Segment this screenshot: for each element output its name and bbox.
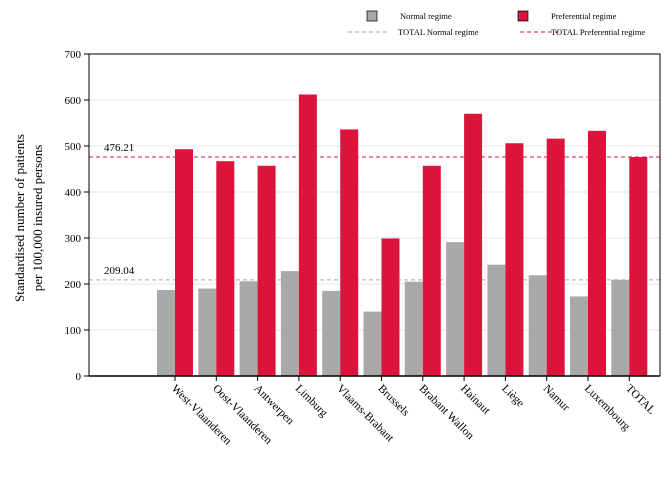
y-axis-label-line2: per 100,000 insured persons bbox=[30, 145, 45, 292]
bar-normal-regime bbox=[280, 271, 299, 376]
bar-preferential-regime bbox=[257, 165, 276, 376]
y-tick-label: 700 bbox=[65, 49, 82, 61]
y-axis-label-line1: Standardised number of patients bbox=[12, 134, 27, 302]
bar-normal-regime bbox=[570, 296, 588, 376]
bar-preferential-regime bbox=[588, 130, 606, 376]
bar-preferential-regime bbox=[464, 113, 483, 377]
x-category-label: Liège bbox=[499, 383, 526, 410]
axes bbox=[84, 53, 661, 381]
bar-preferential-regime bbox=[216, 161, 235, 376]
legend-swatch bbox=[517, 10, 529, 22]
legend-swatch bbox=[366, 10, 378, 22]
x-category-label: Limburg bbox=[293, 383, 330, 420]
bar-normal-regime bbox=[239, 281, 258, 376]
bar-normal-regime bbox=[446, 242, 465, 376]
reference-line-label: 209.04 bbox=[104, 265, 135, 277]
bar-preferential-regime bbox=[381, 238, 400, 376]
bar-normal-regime bbox=[198, 288, 217, 376]
x-category-label: Brussels bbox=[375, 383, 411, 419]
y-tick-label: 400 bbox=[65, 187, 82, 199]
y-tick-label: 0 bbox=[76, 371, 82, 383]
x-category-label: Antwerpen bbox=[251, 383, 296, 428]
y-tick-labels: 0 100 200 300 400 500 600 700 bbox=[65, 49, 82, 383]
bar-preferential-regime bbox=[175, 149, 193, 376]
bar-preferential-regime bbox=[629, 157, 648, 376]
bars bbox=[157, 94, 648, 377]
x-category-label: Namur bbox=[541, 383, 572, 414]
legend-label: Normal regime bbox=[400, 11, 452, 21]
bar-normal-regime bbox=[404, 281, 423, 376]
y-tick-label: 200 bbox=[65, 279, 82, 291]
bar-normal-regime bbox=[487, 264, 506, 376]
bar-normal-regime bbox=[157, 289, 175, 376]
x-category-label: Hainaut bbox=[458, 383, 493, 418]
bar-normal-regime bbox=[528, 275, 547, 376]
x-category-label: TOTAL bbox=[623, 383, 657, 417]
legend-label: TOTAL Normal regime bbox=[398, 27, 479, 37]
y-tick-label: 100 bbox=[65, 325, 82, 337]
bar-preferential-regime bbox=[298, 94, 317, 376]
bar-normal-regime bbox=[611, 279, 630, 376]
bar-preferential-regime bbox=[546, 138, 565, 376]
legend-label: TOTAL Preferential regime bbox=[551, 27, 645, 37]
y-tick-label: 600 bbox=[65, 95, 82, 107]
bar-preferential-regime bbox=[422, 165, 441, 376]
legend-label: Preferential regime bbox=[551, 11, 617, 21]
bar-preferential-regime bbox=[340, 129, 359, 376]
reference-line-label: 476.21 bbox=[104, 142, 134, 154]
legend: Normal regime Preferential regime TOTAL No… bbox=[348, 10, 645, 37]
bar-normal-regime bbox=[363, 311, 382, 376]
y-tick-label: 500 bbox=[65, 141, 82, 153]
category-labels: West-VlaanderenOost-VlaanderenAntwerpenL… bbox=[169, 383, 658, 448]
bar-normal-regime bbox=[322, 290, 341, 376]
reference-lines: 209.04 476.21 bbox=[89, 142, 660, 281]
y-tick-label: 300 bbox=[65, 233, 82, 245]
bar-preferential-regime bbox=[505, 143, 524, 376]
